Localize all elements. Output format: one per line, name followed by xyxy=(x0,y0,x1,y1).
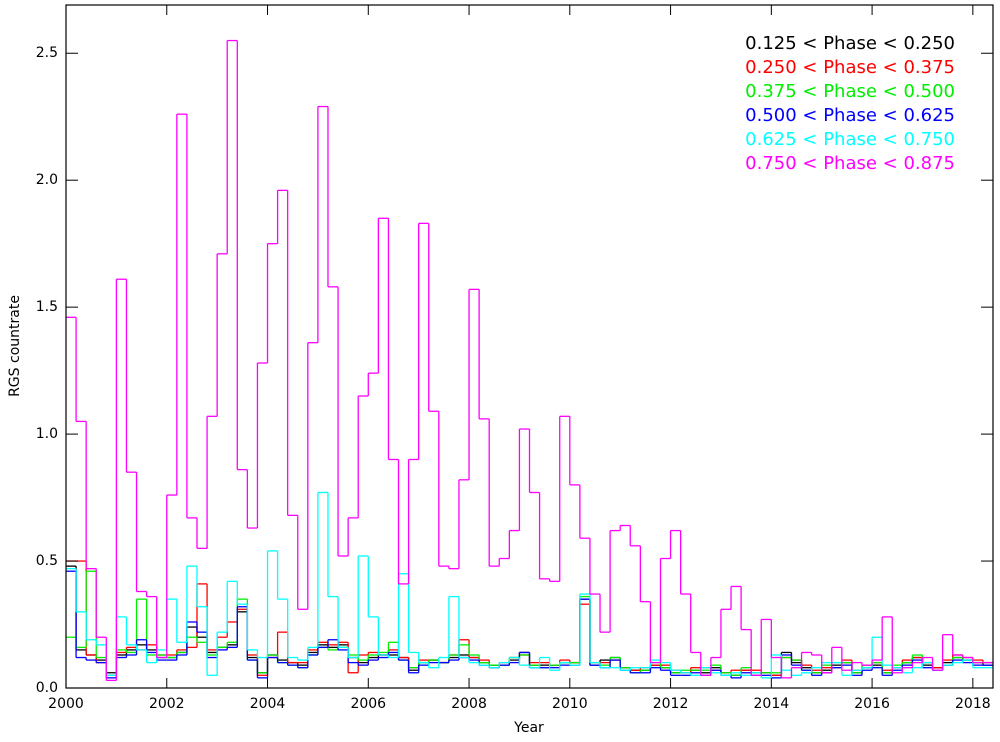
x-tick-label: 2006 xyxy=(350,696,386,712)
x-tick-label: 2016 xyxy=(854,696,890,712)
legend-entry: 0.125 < Phase < 0.250 xyxy=(745,33,955,54)
y-tick-label: 1.0 xyxy=(36,426,58,442)
y-tick-label: 2.0 xyxy=(36,172,58,188)
x-tick-label: 2010 xyxy=(552,696,588,712)
y-tick-label: 2.5 xyxy=(36,45,58,61)
legend-entry: 0.500 < Phase < 0.625 xyxy=(745,105,955,126)
series xyxy=(66,570,993,679)
x-tick-label: 2018 xyxy=(955,696,991,712)
x-tick-label: 2002 xyxy=(149,696,185,712)
y-axis-label: RGS countrate xyxy=(7,295,23,397)
series xyxy=(66,39,993,682)
y-tick-label: 0.5 xyxy=(36,553,58,569)
legend-entry: 0.750 < Phase < 0.875 xyxy=(745,153,955,174)
y-tick-label: 1.5 xyxy=(36,299,58,315)
legend-entry: 0.375 < Phase < 0.500 xyxy=(745,81,955,102)
legend-entry: 0.625 < Phase < 0.750 xyxy=(745,129,955,150)
x-tick-label: 2012 xyxy=(653,696,689,712)
x-tick-label: 2004 xyxy=(250,696,286,712)
plot-frame xyxy=(65,4,994,689)
legend-entry: 0.250 < Phase < 0.375 xyxy=(745,57,955,78)
series xyxy=(66,491,993,679)
y-tick-label: 0.0 xyxy=(36,680,58,696)
plot-area xyxy=(66,39,993,682)
x-tick-label: 2014 xyxy=(754,696,790,712)
x-axis-label: Year xyxy=(513,720,544,736)
x-tick-label: 2000 xyxy=(48,696,84,712)
x-tick-label: 2008 xyxy=(451,696,487,712)
